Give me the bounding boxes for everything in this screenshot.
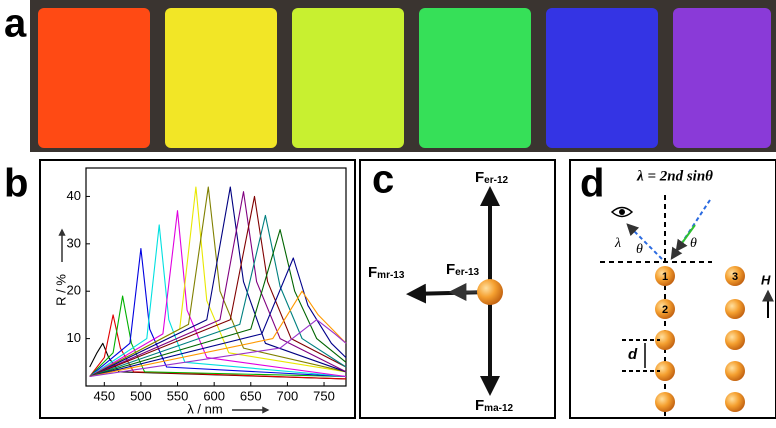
particle (655, 392, 675, 412)
angle-label: θ (636, 242, 643, 257)
spectrum-line (89, 290, 347, 378)
panel-frame (359, 159, 556, 419)
x-tick-label: 450 (93, 388, 115, 403)
spectrum-line (89, 186, 347, 377)
vial (673, 8, 771, 148)
vial (165, 8, 277, 148)
spectrum-line (89, 319, 347, 378)
y-tick-label: 10 (67, 330, 81, 345)
spectrum-line (89, 186, 347, 377)
particle-number: 3 (732, 271, 738, 283)
vial (38, 8, 150, 148)
eye-pupil (619, 209, 625, 215)
spectrum-line (89, 248, 347, 378)
x-tick-label: 500 (130, 388, 152, 403)
vial (292, 8, 404, 148)
x-tick-label: 600 (203, 388, 225, 403)
panel-frame (39, 159, 356, 419)
particle (725, 266, 745, 286)
vial (546, 8, 658, 148)
x-tick-label: 650 (240, 388, 262, 403)
wavelength-label: λ (614, 236, 621, 251)
particle (725, 361, 745, 381)
panel-label: b (4, 162, 28, 206)
panel-label: d (580, 162, 604, 206)
particle-number: 1 (662, 271, 668, 283)
spectrum-line (89, 186, 347, 377)
force-label: Fma-12 (475, 397, 514, 414)
vial (419, 8, 531, 148)
angle-label: θ (690, 236, 697, 251)
ray (626, 223, 663, 260)
particle (655, 299, 675, 319)
spectrum-line (89, 257, 347, 378)
y-tick-label: 20 (67, 283, 81, 298)
particle (655, 266, 675, 286)
panel-frame (569, 159, 776, 419)
x-tick-label: 750 (313, 388, 335, 403)
particle (477, 279, 503, 305)
spectrum-line (89, 295, 347, 378)
particle (725, 299, 745, 319)
ray (675, 224, 696, 252)
field-label: H (761, 272, 771, 287)
x-axis-label: λ / nm (187, 401, 222, 416)
force-label: Fer-13 (446, 261, 480, 278)
spectrum-line (89, 195, 347, 378)
spectrum-line (89, 191, 347, 378)
particle-number: 2 (662, 304, 668, 316)
y-axis-label: R / % (53, 274, 68, 306)
panel-label: a (4, 2, 27, 46)
spectrum-line (89, 229, 347, 378)
x-tick-label: 700 (277, 388, 299, 403)
particle (655, 361, 675, 381)
force-label: Fmr-13 (368, 264, 405, 281)
panel-label: c (372, 158, 394, 202)
particles (655, 266, 745, 412)
x-tick-label: 550 (167, 388, 189, 403)
particle (725, 330, 745, 350)
formula: λ = 2nd sinθ (636, 168, 713, 184)
spectrum-line (89, 224, 347, 378)
spacing-label: d (628, 346, 638, 363)
force-label: Fer-12 (475, 169, 509, 186)
particle (655, 330, 675, 350)
vials (38, 8, 771, 148)
spectrum-line (89, 214, 347, 378)
y-tick-label: 40 (67, 188, 81, 203)
y-tick-label: 30 (67, 235, 81, 250)
spectrum-line (89, 210, 347, 378)
plot-frame (85, 167, 347, 387)
particle (725, 392, 745, 412)
chart: 10 20 30 40 450 500 550 600 650 700 750 λ / nm R / % (53, 167, 347, 416)
